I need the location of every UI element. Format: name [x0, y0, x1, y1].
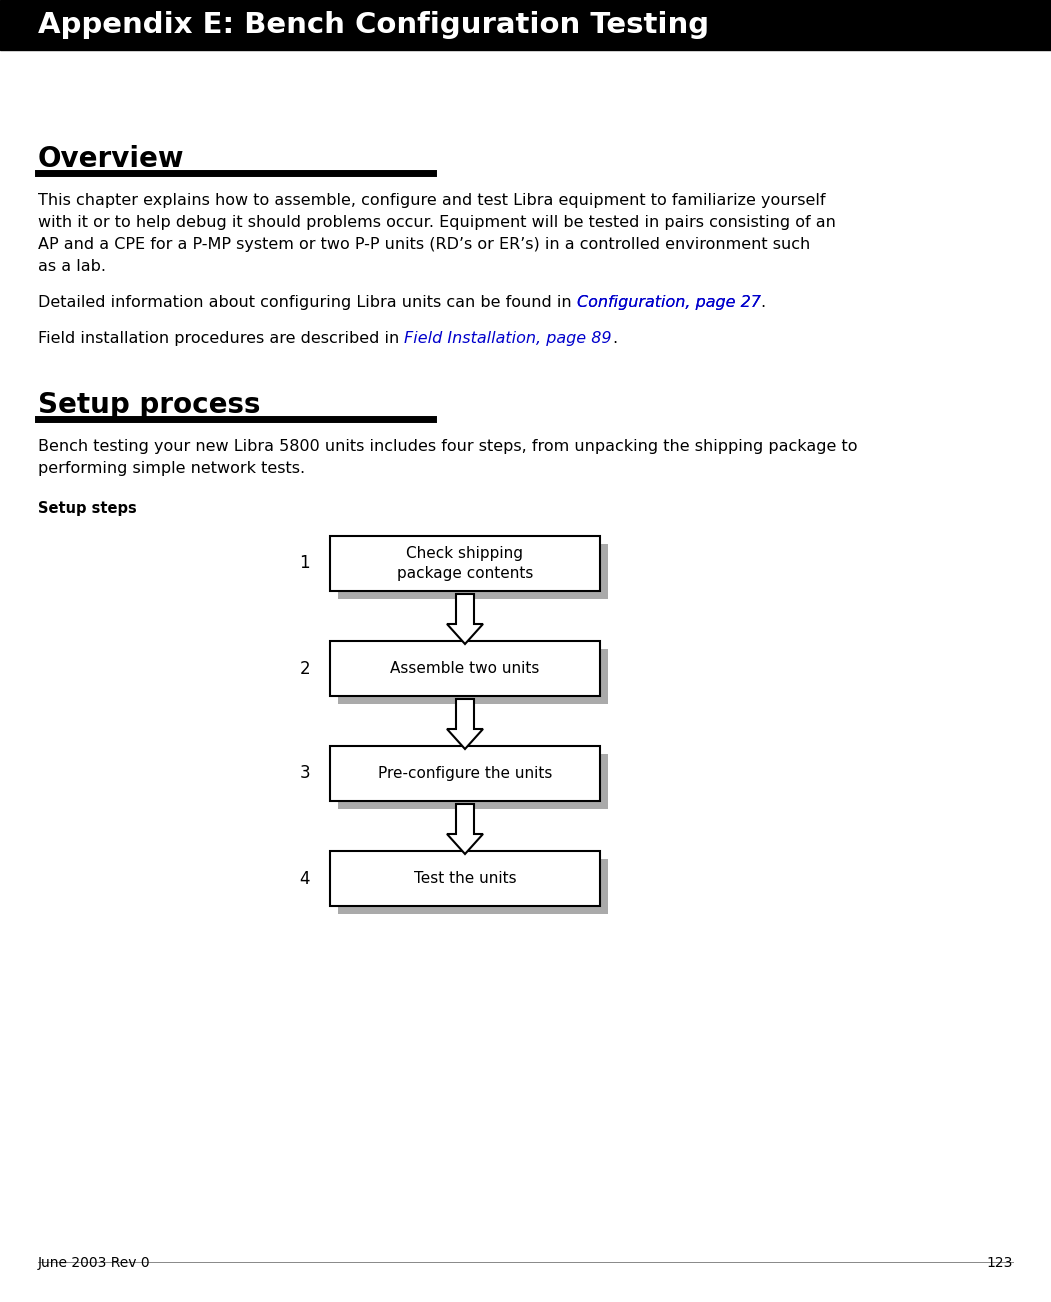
Text: as a lab.: as a lab. [38, 259, 106, 273]
Bar [330, 746, 600, 801]
Text: Detailed information about configuring Libra units can be found in: Detailed information about configuring L… [38, 296, 577, 310]
Text: This chapter explains how to assemble, configure and test Libra equipment to fam: This chapter explains how to assemble, c… [38, 193, 825, 208]
Text: Bench testing your new Libra 5800 units includes four steps, from unpacking the : Bench testing your new Libra 5800 units … [38, 439, 858, 454]
Text: Overview: Overview [38, 145, 185, 173]
Bar [338, 754, 607, 809]
Bar [338, 648, 607, 704]
Text: 2: 2 [300, 660, 310, 677]
Text: June 2003 Rev 0: June 2003 Rev 0 [38, 1256, 150, 1269]
Text: Setup steps: Setup steps [38, 501, 137, 516]
Polygon shape [447, 805, 483, 854]
Text: Configuration, page 27: Configuration, page 27 [577, 296, 761, 310]
Text: Setup process: Setup process [38, 391, 261, 419]
Bar [330, 536, 600, 591]
Polygon shape [447, 594, 483, 644]
Bar [338, 544, 607, 599]
Text: 4: 4 [300, 870, 310, 888]
Bar [0, 0, 1051, 49]
Text: Field Installation, page 89: Field Installation, page 89 [405, 331, 612, 346]
Text: 1: 1 [300, 555, 310, 573]
Bar [330, 641, 600, 697]
Text: AP and a CPE for a P-MP system or two P-P units (RD’s or ER’s) in a controlled e: AP and a CPE for a P-MP system or two P-… [38, 237, 810, 253]
Text: Test the units: Test the units [414, 871, 516, 885]
Text: Check shipping
package contents: Check shipping package contents [397, 546, 533, 581]
Text: Pre-configure the units: Pre-configure the units [377, 766, 552, 781]
Text: Assemble two units: Assemble two units [390, 661, 539, 676]
Text: Field installation procedures are described in: Field installation procedures are descri… [38, 331, 405, 346]
Text: performing simple network tests.: performing simple network tests. [38, 461, 305, 477]
Text: Configuration, page 27: Configuration, page 27 [577, 296, 761, 310]
Bar [330, 852, 600, 906]
Text: Appendix E: Bench Configuration Testing: Appendix E: Bench Configuration Testing [38, 10, 709, 39]
Text: with it or to help debug it should problems occur. Equipment will be tested in p: with it or to help debug it should probl… [38, 215, 836, 230]
Text: 123: 123 [987, 1256, 1013, 1269]
Text: .: . [612, 331, 617, 346]
Bar [338, 859, 607, 914]
Text: .: . [761, 296, 766, 310]
Text: 3: 3 [300, 764, 310, 783]
Polygon shape [447, 699, 483, 749]
